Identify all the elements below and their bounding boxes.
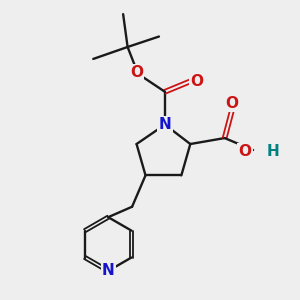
Text: N: N xyxy=(159,117,171,132)
Text: O: O xyxy=(226,96,238,111)
Text: H: H xyxy=(266,144,279,159)
Text: N: N xyxy=(102,263,115,278)
Text: O: O xyxy=(130,65,143,80)
Text: O: O xyxy=(238,144,251,159)
Text: O: O xyxy=(190,74,203,89)
